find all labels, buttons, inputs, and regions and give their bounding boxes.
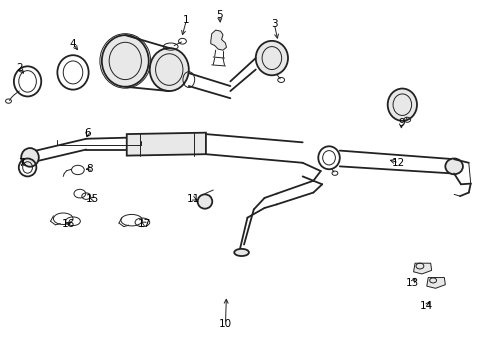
Text: 3: 3: [271, 19, 278, 29]
Polygon shape: [427, 278, 445, 288]
Polygon shape: [414, 263, 432, 274]
Ellipse shape: [150, 48, 189, 91]
Ellipse shape: [388, 89, 417, 121]
Polygon shape: [211, 30, 226, 50]
Text: 10: 10: [219, 319, 232, 329]
Text: 1: 1: [183, 15, 190, 26]
Ellipse shape: [234, 249, 249, 256]
Text: 8: 8: [86, 163, 93, 174]
Text: 6: 6: [84, 128, 91, 138]
Ellipse shape: [21, 148, 39, 167]
Text: 11: 11: [187, 194, 200, 204]
Text: 13: 13: [406, 278, 419, 288]
Ellipse shape: [197, 194, 212, 209]
Text: 12: 12: [392, 158, 406, 168]
Polygon shape: [127, 133, 206, 156]
Ellipse shape: [256, 41, 288, 75]
Ellipse shape: [102, 35, 149, 87]
Text: 16: 16: [62, 219, 75, 229]
Ellipse shape: [445, 158, 463, 174]
Text: 2: 2: [16, 63, 23, 73]
Text: 7: 7: [18, 158, 24, 168]
Text: 9: 9: [398, 118, 405, 128]
Text: 15: 15: [86, 194, 99, 204]
Text: 14: 14: [420, 301, 433, 311]
Text: 5: 5: [216, 10, 223, 20]
Text: 4: 4: [70, 39, 76, 49]
Text: 17: 17: [138, 219, 151, 229]
